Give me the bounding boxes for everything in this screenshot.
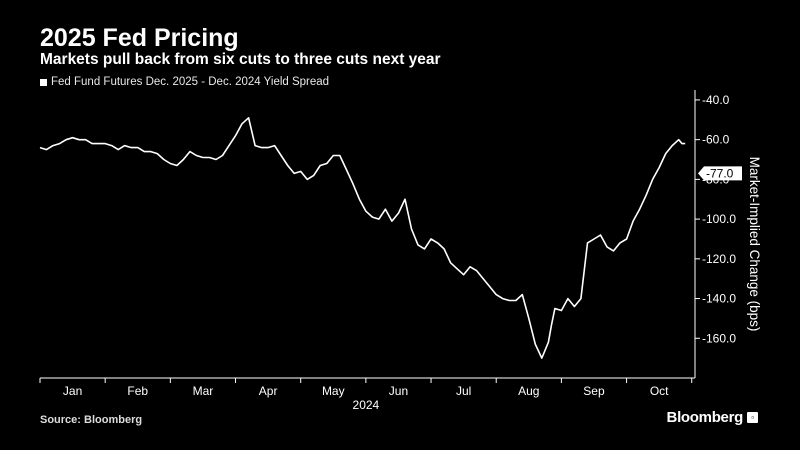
x-tick-label: Apr — [259, 384, 278, 398]
y-tick-label: -40.0 — [702, 93, 730, 107]
axis-labels: -40.0-60.0-80.0-100.0-120.0-140.0-160.0M… — [63, 93, 762, 412]
y-tick-label: -60.0 — [702, 133, 730, 147]
y-tick-label: -100.0 — [702, 212, 736, 226]
chart-subtitle: Markets pull back from six cuts to three… — [40, 51, 441, 68]
x-tick-label: Oct — [650, 384, 669, 398]
source-note: Source: Bloomberg — [40, 414, 143, 426]
x-tick-label: Sep — [583, 384, 605, 398]
y-tick-label: -140.0 — [702, 292, 736, 306]
axes — [39, 90, 700, 383]
last-value-label: -77.0 — [706, 166, 734, 180]
x-tick-label: Jan — [63, 384, 82, 398]
brand-name: Bloomberg — [666, 409, 744, 426]
x-tick-label: May — [322, 384, 345, 398]
series-line-group — [39, 117, 686, 359]
x-tick-label: Feb — [127, 384, 148, 398]
brand-logo: Bloomberg ▫ — [667, 409, 758, 426]
bloomberg-logo-icon: ▫ — [747, 412, 758, 423]
x-tick-label: Mar — [193, 384, 214, 398]
last-value-tag — [698, 166, 742, 181]
series-line — [39, 117, 686, 359]
legend-swatch — [40, 78, 47, 86]
x-axis-year-label: 2024 — [353, 398, 380, 412]
y-tick-label: -120.0 — [702, 252, 736, 266]
legend-label: Fed Fund Futures Dec. 2025 - Dec. 2024 Y… — [51, 76, 330, 88]
legend: Fed Fund Futures Dec. 2025 - Dec. 2024 Y… — [40, 76, 329, 88]
chart-title: 2025 Fed Pricing — [40, 24, 239, 52]
y-axis-title: Market-Implied Change (bps) — [747, 157, 762, 332]
y-tick-label: -160.0 — [702, 331, 736, 345]
x-tick-label: Jun — [389, 384, 408, 398]
x-tick-label: Jul — [456, 384, 471, 398]
x-tick-label: Aug — [518, 384, 539, 398]
